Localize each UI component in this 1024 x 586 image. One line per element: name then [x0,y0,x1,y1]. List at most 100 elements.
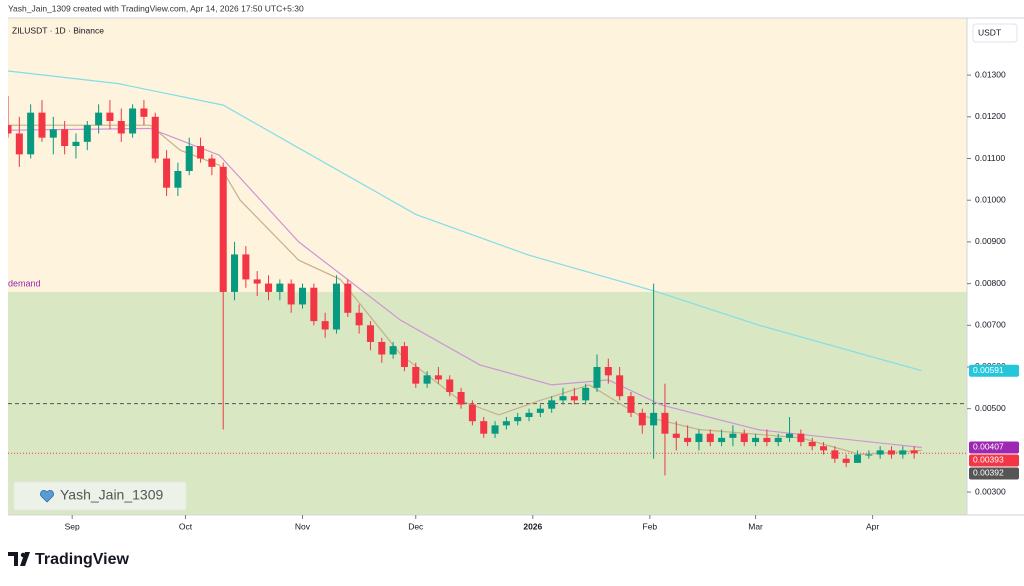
currency-box[interactable] [972,23,1018,43]
candle-body [8,125,12,134]
candle-body [468,404,476,422]
x-tick-label: Apr [866,521,879,531]
candle-body [129,108,137,134]
candle-body [740,433,748,443]
candle-body [638,412,646,426]
brand-logo [8,552,30,566]
x-tick-label: Nov [295,521,311,531]
price-badge-label: 0.00591 [973,365,1004,375]
candle-body [831,450,839,459]
watermark: Yash_Jain_1309 [60,487,163,503]
candle-body [265,283,273,292]
candle-body [480,421,488,434]
candle-body [95,112,103,126]
y-tick-label: 0.01000 [975,194,1006,204]
symbol: ZILUSDT · 1D · Binance [12,25,104,35]
candle-body [763,437,771,443]
candle-body [899,450,907,455]
y-tick-label: 0.00700 [975,320,1006,330]
candle-body [525,412,533,418]
price-badge [969,364,1019,377]
x-tick-label: Oct [179,521,193,531]
candle-body [774,437,782,443]
overlay: demand [8,278,41,288]
price-badge [969,441,1019,454]
candle-body [876,450,884,455]
candle-body [219,166,227,292]
x-tick-label: Mar [748,521,763,531]
candle-body [752,437,760,443]
candle-body [446,379,454,393]
x-tick-label: 2026 [523,521,542,531]
candle-body [672,433,680,438]
price-badge-label: 0.00407 [973,442,1004,452]
currency: USDT [978,27,1001,37]
candle-body [661,412,669,434]
candle-body [457,392,465,405]
candle-body [378,341,386,355]
candle-body [502,421,510,426]
candle-body [174,171,182,188]
candle-body [616,375,624,397]
x-tick-label: Feb [643,521,658,531]
candle-body [15,133,23,155]
x-tick-label: Sep [65,521,80,531]
moving-average [8,127,922,449]
candle-body [253,279,261,284]
plot-area [8,18,967,515]
candle-body [140,108,148,117]
price-badge [969,467,1019,480]
candle-body [117,120,125,134]
candle-body [910,450,918,454]
candle-body [49,129,57,138]
y-tick-label: 0.00300 [975,486,1006,496]
candle-body [797,433,805,443]
candle-body [536,408,544,413]
candle-body [729,433,737,438]
candle-body [786,433,794,438]
candle-body [163,158,171,188]
candle-body [298,287,307,305]
zone-label: demand [8,278,41,288]
candle-body [887,450,895,455]
price-badge-label: 0.00392 [973,468,1004,478]
candle-body [718,437,726,443]
candle-body [287,283,295,305]
candle-body [27,112,35,155]
candle-body [706,433,714,443]
candle-body [366,325,374,342]
candle-body [321,321,329,330]
candle-body [72,141,80,147]
y-tick-label: 0.00900 [975,236,1006,246]
candle-body [593,366,601,388]
watermark-box [13,481,187,511]
candle-body [684,437,692,443]
y-tick-label: 0.01300 [975,69,1006,79]
x-tick-label: Dec [408,521,424,531]
candle-body [491,425,499,434]
candle-body [695,433,703,443]
candle-body [344,283,352,313]
candle-body [423,375,431,384]
candle-body [865,454,873,456]
candle-body [400,346,408,367]
candle-body [627,396,635,413]
candle-body [808,442,816,447]
candle-body [106,112,114,121]
y-tick-label: 0.00800 [975,278,1006,288]
candle-body [820,446,828,451]
candle-body [842,458,850,463]
candle-body [582,387,590,401]
candle-body [310,287,318,322]
candle-body [332,283,340,330]
y-tick-label: 0.01100 [975,153,1005,163]
candle-body [242,254,250,280]
candle-body [434,375,442,380]
candle-body [853,454,862,463]
candle-body [185,146,193,172]
candle-body [570,396,578,401]
candle-body [355,312,363,326]
y-tick-label: 0.01200 [975,111,1006,121]
candle-body [389,346,397,355]
